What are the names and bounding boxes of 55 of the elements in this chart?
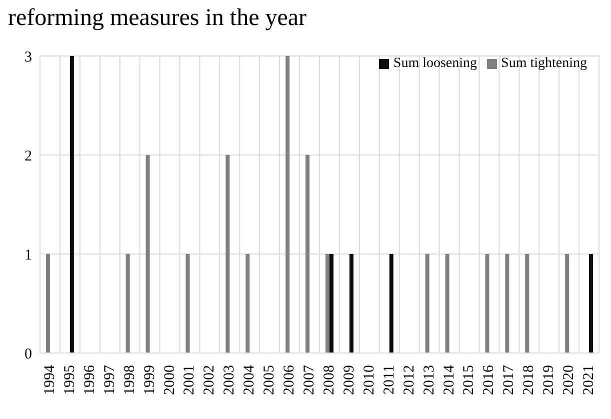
- x-tick-label: 2013: [421, 365, 438, 395]
- x-tick-label: 2004: [242, 364, 258, 395]
- bar: [389, 254, 394, 353]
- bar: [565, 254, 570, 353]
- y-tick-label: 1: [24, 247, 32, 264]
- x-tick-label: 2017: [501, 364, 518, 395]
- bar: [349, 254, 354, 353]
- x-tick-label: 2011: [381, 365, 398, 394]
- chart-title: reforming measures in the year: [8, 4, 307, 32]
- x-tick-label: 2016: [481, 364, 498, 395]
- x-tick-label: 1999: [142, 365, 158, 395]
- y-tick-label: 2: [24, 148, 32, 164]
- x-tick-label: 1994: [42, 364, 58, 395]
- x-tick-label: 2003: [222, 365, 238, 395]
- x-tick-label: 2019: [541, 365, 558, 395]
- bar: [445, 254, 450, 353]
- legend-label: Sum loosening: [393, 56, 478, 71]
- bar: [246, 254, 250, 353]
- x-tick-label: 2015: [461, 365, 478, 395]
- x-tick-label: 2018: [521, 365, 538, 395]
- bar: [425, 254, 430, 353]
- y-tick-label: 3: [24, 49, 32, 66]
- x-tick-label: 2002: [202, 365, 218, 395]
- bar: [70, 56, 74, 353]
- legend-label: Sum tightening: [501, 56, 587, 71]
- bar: [146, 155, 150, 353]
- x-tick-label: 2009: [341, 365, 358, 395]
- bar: [186, 254, 190, 353]
- x-tick-label: 1996: [82, 364, 98, 395]
- bar: [126, 254, 130, 353]
- bar: [589, 254, 594, 353]
- x-tick-label: 2014: [441, 364, 458, 395]
- x-tick-label: 2005: [262, 365, 278, 395]
- x-tick-label: 2007: [302, 364, 318, 395]
- x-tick-label: 2006: [282, 364, 298, 395]
- x-tick-label: 2001: [182, 365, 198, 395]
- bar: [325, 254, 330, 353]
- x-tick-label: 2010: [361, 365, 378, 395]
- x-tick-label: 2021: [581, 365, 598, 395]
- bar: [485, 254, 490, 353]
- x-tick-label: 2000: [162, 365, 178, 395]
- x-tick-label: 1998: [122, 365, 138, 395]
- bar: [286, 56, 290, 353]
- x-tick-label: 2008: [321, 365, 338, 395]
- y-tick-label: 0: [24, 346, 32, 362]
- x-tick-label: 2012: [401, 365, 418, 395]
- x-tick-label: 2020: [561, 365, 578, 395]
- x-tick-label: 1997: [102, 364, 118, 395]
- bar: [46, 254, 50, 353]
- bar: [329, 254, 334, 353]
- bar: [525, 254, 530, 353]
- bar: [226, 155, 230, 353]
- x-tick-label: 1995: [62, 365, 78, 395]
- bar: [306, 155, 310, 353]
- bar: [505, 254, 510, 353]
